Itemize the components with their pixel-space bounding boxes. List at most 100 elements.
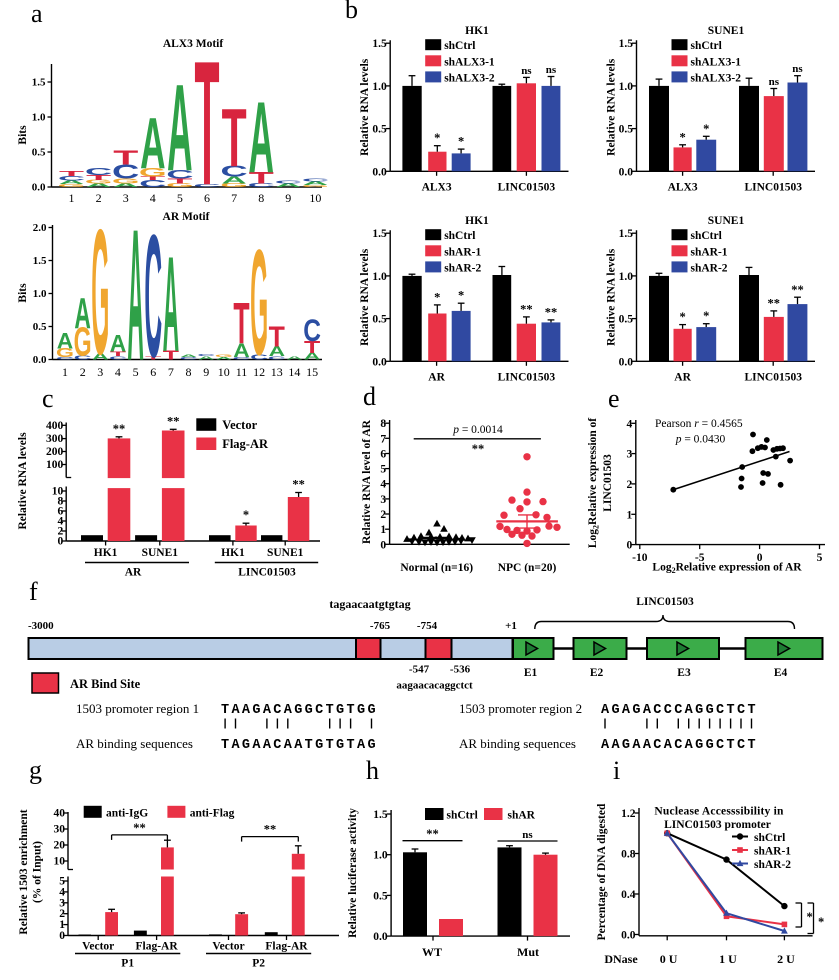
svg-text:Relative RNA levels: Relative RNA levels bbox=[359, 58, 371, 156]
svg-text:3: 3 bbox=[380, 494, 386, 506]
svg-text:Pearson r = 0.4565: Pearson r = 0.4565 bbox=[655, 418, 743, 430]
svg-text:TAAGACAGGCTGTGG: TAAGACAGGCTGTGG bbox=[221, 703, 378, 718]
svg-text:0.5: 0.5 bbox=[372, 314, 387, 326]
svg-text:shAR-1: shAR-1 bbox=[754, 845, 791, 857]
svg-text:f: f bbox=[29, 577, 38, 606]
svg-text:400: 400 bbox=[46, 420, 64, 432]
svg-text:C: C bbox=[112, 160, 139, 183]
svg-text:Flag-AR: Flag-AR bbox=[136, 941, 179, 953]
svg-text:E2: E2 bbox=[590, 667, 604, 679]
svg-text:1.0: 1.0 bbox=[619, 271, 634, 283]
svg-text:1.5: 1.5 bbox=[372, 38, 387, 50]
svg-text:0.5: 0.5 bbox=[33, 321, 47, 333]
svg-text:NPC (n=20): NPC (n=20) bbox=[498, 562, 557, 574]
svg-text:A: A bbox=[269, 344, 286, 360]
svg-text:AR binding sequences: AR binding sequences bbox=[76, 736, 193, 751]
svg-text:LINC01503: LINC01503 bbox=[498, 371, 556, 383]
svg-text:TAGAACAATGTGTAG: TAGAACAATGTGTAG bbox=[221, 738, 378, 753]
svg-text:3: 3 bbox=[59, 897, 65, 909]
svg-text:Flag-AR: Flag-AR bbox=[265, 941, 308, 953]
svg-text:SUNE1: SUNE1 bbox=[267, 547, 304, 559]
svg-text:C: C bbox=[248, 182, 275, 188]
svg-text:G: G bbox=[112, 177, 140, 185]
svg-text:AR Motif: AR Motif bbox=[163, 211, 210, 223]
svg-text:Log2Relative expression of: Log2Relative expression of bbox=[587, 418, 601, 548]
svg-text:*: * bbox=[434, 290, 440, 304]
svg-text:*: * bbox=[458, 289, 464, 303]
svg-text:anti-Flag: anti-Flag bbox=[190, 807, 235, 819]
svg-text:2: 2 bbox=[80, 365, 86, 379]
svg-text:LINC01503: LINC01503 bbox=[744, 371, 802, 383]
svg-text:Relative RNA levels: Relative RNA levels bbox=[606, 58, 618, 156]
svg-text:T: T bbox=[233, 291, 249, 357]
svg-text:A: A bbox=[127, 191, 143, 400]
svg-text:8: 8 bbox=[258, 191, 264, 205]
svg-text:C: C bbox=[166, 167, 193, 181]
svg-text:Relative RNA levels: Relative RNA levels bbox=[359, 248, 371, 346]
svg-text:A: A bbox=[233, 340, 249, 361]
svg-text:2: 2 bbox=[627, 479, 633, 491]
svg-text:3: 3 bbox=[123, 191, 129, 205]
svg-text:C: C bbox=[233, 356, 251, 360]
svg-text:300: 300 bbox=[46, 433, 64, 445]
svg-text:AAGAACACAGGCTCT: AAGAACACAGGCTCT bbox=[601, 738, 758, 753]
svg-text:A: A bbox=[92, 351, 109, 361]
svg-text:T: T bbox=[222, 91, 247, 183]
svg-text:-547: -547 bbox=[409, 664, 430, 676]
svg-text:*: * bbox=[679, 130, 685, 144]
svg-text:A: A bbox=[248, 83, 273, 195]
svg-text:E1: E1 bbox=[524, 667, 538, 679]
svg-text:Percentage of DNA digested: Percentage of DNA digested bbox=[596, 803, 608, 940]
svg-text:A: A bbox=[180, 354, 197, 358]
svg-text:**: ** bbox=[167, 414, 180, 428]
svg-text:G: G bbox=[56, 345, 74, 359]
svg-text:**: ** bbox=[768, 296, 781, 310]
svg-text:ALX3 Motif: ALX3 Motif bbox=[163, 38, 224, 50]
svg-text:0: 0 bbox=[57, 536, 63, 548]
svg-text:shCtrl: shCtrl bbox=[691, 40, 722, 52]
svg-text:T: T bbox=[110, 350, 126, 358]
svg-text:*: * bbox=[458, 135, 464, 149]
svg-text:aagaacacaggctct: aagaacacaggctct bbox=[396, 680, 473, 692]
svg-text:10: 10 bbox=[54, 856, 66, 868]
svg-text:10: 10 bbox=[309, 191, 321, 205]
svg-text:Normal (n=16): Normal (n=16) bbox=[400, 562, 473, 574]
svg-text:WT: WT bbox=[422, 945, 442, 959]
svg-text:+1: +1 bbox=[505, 620, 517, 632]
svg-text:a: a bbox=[31, 0, 43, 28]
svg-text:shAR-1: shAR-1 bbox=[691, 246, 728, 258]
svg-text:shALX3-2: shALX3-2 bbox=[691, 72, 742, 84]
svg-text:AGAGACCCAGGCTCT: AGAGACCCAGGCTCT bbox=[601, 703, 758, 718]
svg-text:Nuclease Accesssibility in: Nuclease Accesssibility in bbox=[654, 806, 784, 818]
svg-text:-5: -5 bbox=[695, 552, 705, 564]
svg-text:1.0: 1.0 bbox=[372, 271, 387, 283]
svg-text:G: G bbox=[250, 219, 268, 387]
svg-text:C: C bbox=[303, 313, 321, 347]
svg-text:0.0: 0.0 bbox=[33, 354, 47, 366]
svg-text:Relative RNA levels: Relative RNA levels bbox=[17, 432, 29, 530]
svg-text:T: T bbox=[167, 177, 192, 185]
svg-text:Mut: Mut bbox=[517, 945, 539, 959]
svg-text:9: 9 bbox=[203, 365, 209, 379]
svg-text:**: ** bbox=[133, 821, 146, 835]
svg-text:1.0: 1.0 bbox=[619, 81, 634, 93]
svg-text:G: G bbox=[74, 320, 92, 366]
svg-text:LINC01503: LINC01503 bbox=[498, 181, 556, 193]
svg-text:ns: ns bbox=[792, 63, 803, 75]
svg-text:G: G bbox=[85, 179, 113, 185]
svg-text:SUNE1: SUNE1 bbox=[142, 547, 179, 559]
svg-text:Relative RNA level of AR: Relative RNA level of AR bbox=[361, 419, 373, 544]
svg-text:**: ** bbox=[545, 305, 558, 319]
svg-text:1.5: 1.5 bbox=[372, 228, 387, 240]
svg-text:AR Bind Site: AR Bind Site bbox=[70, 677, 141, 691]
svg-text:LINC01503: LINC01503 bbox=[602, 454, 614, 512]
svg-text:**: ** bbox=[520, 302, 533, 316]
svg-text:A: A bbox=[198, 355, 215, 360]
svg-text:shCtrl: shCtrl bbox=[444, 230, 475, 242]
svg-text:P2: P2 bbox=[252, 958, 265, 970]
svg-text:A: A bbox=[163, 228, 179, 380]
svg-text:7: 7 bbox=[168, 365, 174, 379]
svg-text:ALX3: ALX3 bbox=[422, 181, 452, 193]
svg-text:LINC01503: LINC01503 bbox=[238, 567, 296, 579]
svg-text:SUNE1: SUNE1 bbox=[708, 215, 745, 227]
